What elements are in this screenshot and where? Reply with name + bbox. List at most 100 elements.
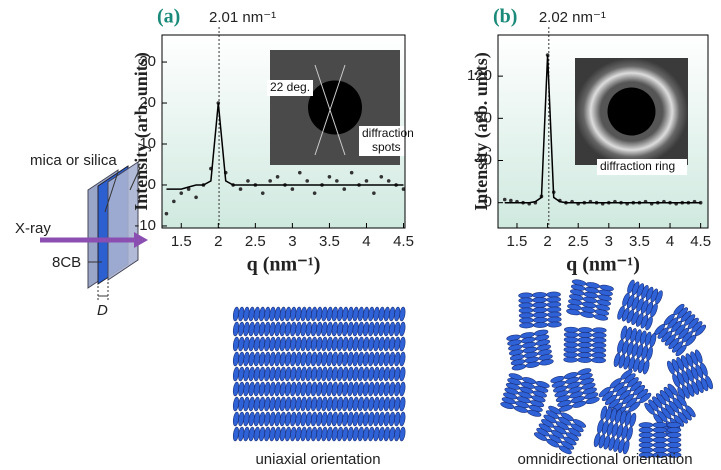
molecule xyxy=(399,411,406,427)
molecule xyxy=(666,432,682,438)
fit-line xyxy=(504,55,701,204)
data-point xyxy=(194,195,198,200)
y-tick-label: 30 xyxy=(139,53,156,70)
x-axis-title: q (nm⁻¹) xyxy=(566,254,640,276)
molecule xyxy=(577,337,593,343)
molecule xyxy=(546,311,562,318)
sample-cell: mica or silica X-ray 8CB D xyxy=(15,152,148,319)
y-tick-label: 80 xyxy=(475,109,492,126)
molecule xyxy=(652,442,668,448)
peak-label: 2.01 nm⁻¹ xyxy=(209,9,276,26)
molecule xyxy=(652,432,668,438)
molecule xyxy=(518,312,534,319)
molecule xyxy=(591,327,607,334)
molecule xyxy=(638,427,654,433)
molecule xyxy=(591,342,607,349)
molecule xyxy=(399,321,406,337)
molecule xyxy=(533,317,548,323)
molecule xyxy=(566,308,581,316)
x-tick-label: 1.5 xyxy=(507,233,528,250)
molecule xyxy=(532,292,547,298)
molecule xyxy=(563,336,579,343)
molecule xyxy=(511,364,527,371)
y-axis-title: Intensity (arb. units) xyxy=(131,52,152,211)
x-tick-label: 3.5 xyxy=(629,233,650,250)
x-tick-label: 4.5 xyxy=(690,233,711,250)
molecule xyxy=(666,442,682,448)
molecule xyxy=(564,326,579,333)
plate xyxy=(107,161,139,281)
molecules xyxy=(232,279,713,458)
molecule xyxy=(563,341,579,348)
data-point xyxy=(364,179,369,183)
molecule xyxy=(532,302,548,308)
molecule xyxy=(519,322,534,329)
data-point xyxy=(172,199,176,204)
data-point xyxy=(186,187,191,191)
molecule xyxy=(667,360,675,375)
inset-label: spots xyxy=(372,140,401,154)
molecule xyxy=(638,422,654,428)
data-point xyxy=(502,197,507,202)
molecule xyxy=(652,427,668,433)
caption: omnidirectional orientation xyxy=(517,451,692,468)
inset-label: diffraction ring xyxy=(600,159,675,173)
molecule xyxy=(518,297,534,304)
y-tick-label: 20 xyxy=(139,94,156,111)
y-tick-label: 120 xyxy=(467,67,492,84)
molecule xyxy=(546,296,561,303)
data-point xyxy=(297,170,302,175)
molecule xyxy=(532,312,548,318)
data-point xyxy=(379,174,384,179)
inset-label-bg xyxy=(597,159,687,175)
data-point xyxy=(290,187,295,191)
molecule xyxy=(577,332,593,338)
molecule xyxy=(578,327,593,333)
molecule xyxy=(666,427,682,433)
x-axis-title: q (nm⁻¹) xyxy=(247,254,321,276)
data-point xyxy=(246,179,250,183)
leader xyxy=(129,167,141,191)
molecule xyxy=(399,396,406,412)
y-tick-label: 0 xyxy=(484,194,492,211)
molecule xyxy=(642,360,650,375)
data-point xyxy=(238,187,243,191)
xray-arrow xyxy=(134,232,148,248)
molecule xyxy=(563,331,579,338)
x-tick-label: 1.5 xyxy=(171,233,192,250)
y-tick-label: 0 xyxy=(148,176,156,193)
data-point xyxy=(327,174,332,179)
molecule xyxy=(563,356,579,363)
beam-stop xyxy=(607,87,656,136)
y-axis-title: Intensity (arb. units) xyxy=(471,52,492,211)
molecule xyxy=(533,432,548,441)
molecule xyxy=(547,321,562,328)
molecule xyxy=(591,352,607,359)
molecule xyxy=(533,322,548,328)
inset-label: diffraction xyxy=(362,126,414,140)
data-point xyxy=(335,179,339,183)
molecule xyxy=(577,352,593,358)
molecule xyxy=(591,347,607,354)
x-tick-label: 2 xyxy=(214,233,222,250)
molecule xyxy=(563,346,579,353)
label: D xyxy=(97,302,108,319)
beam-stop xyxy=(308,80,362,135)
data-point xyxy=(305,179,310,183)
y-tick-label: -10 xyxy=(134,217,156,234)
molecule xyxy=(652,422,668,428)
molecule xyxy=(546,301,562,308)
data-point xyxy=(275,174,280,179)
molecule xyxy=(518,292,533,299)
molecule xyxy=(591,332,607,339)
label: 8CB xyxy=(52,254,81,271)
molecule xyxy=(546,291,561,298)
data-point xyxy=(268,179,272,183)
inset-label-bg xyxy=(359,126,421,156)
molecule xyxy=(666,437,682,443)
molecule xyxy=(500,402,515,409)
molecule xyxy=(399,306,406,322)
x-tick-label: 4 xyxy=(666,233,674,250)
x-tick-label: 2 xyxy=(543,233,551,250)
x-tick-label: 3 xyxy=(605,233,613,250)
